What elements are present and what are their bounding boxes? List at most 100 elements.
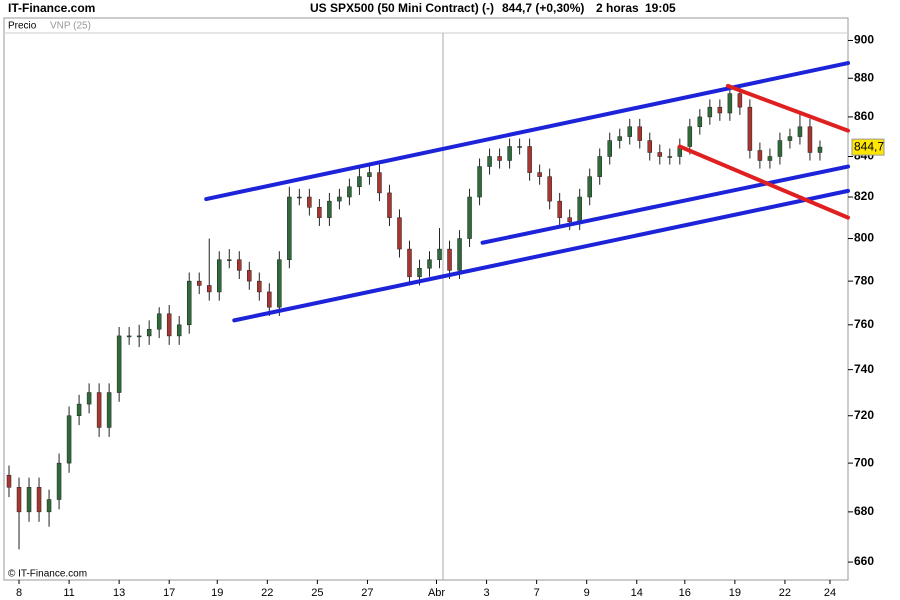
x-tick-label: 27 xyxy=(361,587,373,599)
candle-body xyxy=(487,156,492,167)
candle-body xyxy=(757,150,763,161)
candle-body xyxy=(817,146,823,153)
plot-frame xyxy=(3,17,849,581)
candle-body xyxy=(587,176,592,198)
candle-body xyxy=(166,313,172,337)
candle-body xyxy=(377,172,382,194)
candle-body xyxy=(517,146,522,148)
candle-body xyxy=(607,140,612,157)
candle-body xyxy=(66,415,72,464)
candle-body xyxy=(257,280,262,293)
candle-body xyxy=(547,176,552,202)
candle-body xyxy=(36,487,42,513)
x-tick-label: 22 xyxy=(261,587,273,599)
candle-body xyxy=(136,335,142,338)
y-tick-label: 820 xyxy=(854,189,874,203)
candle-body xyxy=(727,93,733,114)
candle-body xyxy=(96,392,102,428)
candle-body xyxy=(667,156,673,158)
x-tick-label: 24 xyxy=(824,587,836,599)
candle-body xyxy=(687,126,693,147)
candle-body xyxy=(797,126,803,137)
candle-body xyxy=(627,126,632,137)
candle-body xyxy=(176,324,182,337)
candle-body xyxy=(637,126,643,141)
candle-body xyxy=(427,259,432,269)
candle-body xyxy=(106,392,112,428)
candle-body xyxy=(227,259,232,261)
candle-body xyxy=(297,196,302,199)
y-tick-label: 860 xyxy=(854,109,874,123)
candle-body xyxy=(647,140,653,153)
y-tick-label: 720 xyxy=(854,408,874,422)
candle-body xyxy=(327,200,332,218)
candle-body xyxy=(56,462,62,500)
candle-body xyxy=(16,487,22,513)
last-price-box xyxy=(851,138,885,156)
candle-body xyxy=(46,499,52,513)
candle-body xyxy=(387,192,392,218)
candle-body xyxy=(617,136,622,141)
candle-body xyxy=(26,487,32,513)
candle-body xyxy=(507,146,512,161)
candle-body xyxy=(6,474,12,488)
candle-body xyxy=(447,248,452,271)
x-tick-label: 14 xyxy=(631,587,643,599)
candle-body xyxy=(126,335,132,338)
y-tick-label: 900 xyxy=(854,33,874,47)
x-tick-label: 8 xyxy=(16,587,22,599)
y-tick-label: 760 xyxy=(854,317,874,331)
candle-body xyxy=(317,207,322,218)
x-tick-label: 16 xyxy=(679,587,691,599)
candle-body xyxy=(657,152,663,157)
trend-line xyxy=(480,164,850,245)
trend-line xyxy=(204,61,850,202)
candle-body xyxy=(767,156,773,161)
y-tick-label: 660 xyxy=(854,554,874,568)
candle-body xyxy=(267,291,272,308)
last-price-label: 844,7 xyxy=(854,139,884,153)
candle-body xyxy=(217,259,222,293)
y-tick-label: 880 xyxy=(854,70,874,84)
candle-body xyxy=(196,280,202,286)
candle-body xyxy=(407,248,412,278)
x-tick-label: 9 xyxy=(584,587,590,599)
x-tick-label: 22 xyxy=(779,587,791,599)
candle-body xyxy=(206,285,212,293)
candle-body xyxy=(557,200,562,218)
candle-body xyxy=(337,196,342,202)
candle-body xyxy=(747,106,753,151)
candle-body xyxy=(457,238,462,271)
candle-body xyxy=(397,217,402,250)
trend-line xyxy=(232,188,850,323)
candle-body xyxy=(347,186,352,198)
x-tick-label: 13 xyxy=(113,587,125,599)
candle-body xyxy=(807,126,813,153)
candle-body xyxy=(146,328,152,337)
x-tick-label: 17 xyxy=(163,587,175,599)
candle-body xyxy=(737,93,743,108)
candle-body xyxy=(116,335,122,393)
candle-body xyxy=(287,196,292,260)
brand: IT-Finance.com xyxy=(8,1,95,15)
candle-body xyxy=(497,156,502,161)
candle-body xyxy=(567,217,572,223)
candle-body xyxy=(247,270,252,282)
candle-body xyxy=(437,248,442,260)
candle-body xyxy=(717,106,723,114)
candle-body xyxy=(86,392,92,405)
copyright: © IT-Finance.com xyxy=(8,569,87,580)
x-tick-label: 19 xyxy=(211,587,223,599)
x-tick-label: 3 xyxy=(484,587,490,599)
candle-body xyxy=(597,156,602,177)
candle-body xyxy=(707,106,713,118)
y-tick-label: 740 xyxy=(854,362,874,376)
trend-line xyxy=(677,144,850,220)
candle-body xyxy=(527,146,532,173)
period: 2 horas xyxy=(596,1,639,15)
candle-body xyxy=(787,136,793,141)
legend-entry: Precio xyxy=(8,21,37,32)
y-tick-label: 680 xyxy=(854,504,874,518)
x-tick-label: 7 xyxy=(534,587,540,599)
